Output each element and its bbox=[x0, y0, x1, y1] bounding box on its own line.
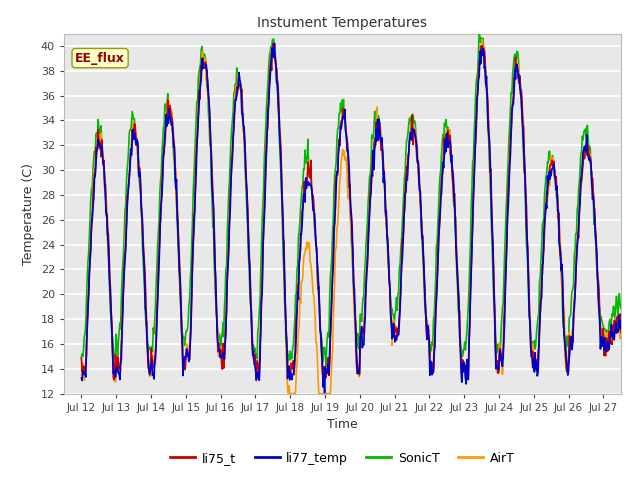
Title: Instument Temperatures: Instument Temperatures bbox=[257, 16, 428, 30]
Y-axis label: Temperature (C): Temperature (C) bbox=[22, 163, 35, 264]
X-axis label: Time: Time bbox=[327, 418, 358, 431]
Legend: li75_t, li77_temp, SonicT, AirT: li75_t, li77_temp, SonicT, AirT bbox=[166, 447, 519, 469]
Text: EE_flux: EE_flux bbox=[75, 51, 125, 65]
